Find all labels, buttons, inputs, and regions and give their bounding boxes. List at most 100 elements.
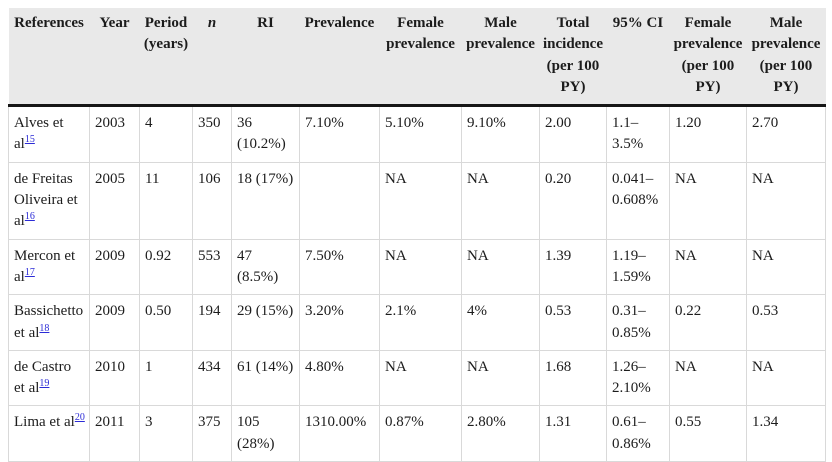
cell-ri: 47 (8.5%) [231, 238, 300, 296]
cell-reference: Lima et al20 [8, 405, 90, 462]
reference-superscript: 19 [39, 378, 49, 389]
col-header-period: Period (years) [139, 8, 193, 108]
table-row: Bassichetto et al18 2009 0.50 194 29 (15… [8, 294, 826, 351]
cell-female-prevalence-py: 1.20 [669, 105, 747, 163]
cell-total-incidence: 0.20 [539, 161, 607, 240]
cell-female-prevalence-py: NA [669, 161, 747, 240]
col-header-n: n [192, 8, 232, 108]
cell-male-prevalence: NA [461, 349, 540, 407]
cell-female-prevalence: NA [379, 238, 462, 296]
cell-95ci: 0.041–0.608% [606, 161, 670, 240]
col-header-ri: RI [231, 8, 300, 108]
cell-period: 4 [139, 105, 193, 163]
cell-prevalence: 4.80% [299, 349, 380, 407]
cell-male-prevalence: 2.80% [461, 405, 540, 462]
cell-female-prevalence-py: NA [669, 349, 747, 407]
reference-link[interactable]: 15 [24, 134, 35, 146]
reference-link[interactable]: 17 [24, 266, 35, 278]
cell-period: 1 [139, 349, 193, 407]
reference-text: Lima et al [14, 414, 75, 431]
table-row: Alves et al15 2003 4 350 36 (10.2%) 7.10… [8, 105, 826, 163]
reference-text: Bassichetto et al [14, 303, 84, 341]
table-header: References Year Period (years) n RI Prev… [8, 8, 826, 108]
reference-text: de Castro et al [14, 358, 72, 397]
table-row: de Castro et al19 2010 1 434 61 (14%) 4.… [8, 349, 826, 407]
col-header-male-prevalence: Male prevalence [461, 8, 540, 108]
cell-reference: Mercon et al17 [8, 238, 90, 296]
cell-95ci: 1.26–2.10% [606, 349, 670, 407]
col-header-total-incidence: Total incidence (per 100 PY) [539, 8, 607, 108]
cell-n: 350 [192, 105, 232, 163]
cell-period: 0.50 [139, 294, 193, 351]
cell-male-prevalence: 4% [461, 294, 540, 351]
cell-prevalence [299, 161, 380, 240]
cell-male-prevalence-py: NA [746, 161, 826, 240]
col-header-year: Year [89, 8, 140, 108]
reference-link[interactable]: 16 [24, 211, 35, 223]
cell-male-prevalence: NA [461, 161, 540, 240]
cell-male-prevalence: NA [461, 238, 540, 296]
cell-95ci: 1.19–1.59% [606, 238, 670, 296]
cell-period: 0.92 [139, 238, 193, 296]
col-header-prevalence: Prevalence [299, 8, 380, 108]
cell-female-prevalence-py: 0.22 [669, 294, 747, 351]
cell-prevalence: 7.50% [299, 238, 380, 296]
reference-superscript: 17 [25, 267, 35, 278]
reference-text: Alves et al [14, 115, 64, 153]
reference-link[interactable]: 19 [39, 378, 50, 390]
cell-95ci: 0.31–0.85% [606, 294, 670, 351]
col-header-male-prevalence-py: Male prevalence (per 100 PY) [746, 8, 826, 108]
cell-ri: 29 (15%) [231, 294, 300, 351]
cell-male-prevalence-py: 1.34 [746, 405, 826, 462]
cell-female-prevalence: 2.1% [379, 294, 462, 351]
table-body: Alves et al15 2003 4 350 36 (10.2%) 7.10… [8, 105, 826, 462]
reference-text: Mercon et al [14, 247, 76, 285]
cell-total-incidence: 1.68 [539, 349, 607, 407]
col-header-references: References [8, 8, 90, 108]
cell-ri: 61 (14%) [231, 349, 300, 407]
cell-year: 2003 [89, 105, 140, 163]
reference-link[interactable]: 18 [39, 322, 50, 334]
reference-superscript: 18 [39, 323, 49, 334]
header-row: References Year Period (years) n RI Prev… [8, 8, 826, 108]
cell-female-prevalence: 5.10% [379, 105, 462, 163]
cell-year: 2005 [89, 161, 140, 240]
cell-prevalence: 1310.00% [299, 405, 380, 462]
reference-link[interactable]: 20 [74, 412, 85, 424]
cell-female-prevalence: NA [379, 349, 462, 407]
cell-95ci: 1.1–3.5% [606, 105, 670, 163]
col-header-95ci: 95% CI [606, 8, 670, 108]
cell-reference: de Freitas Oliveira et al16 [8, 161, 90, 240]
cell-year: 2009 [89, 294, 140, 351]
cell-reference: Alves et al15 [8, 105, 90, 163]
table-row: Mercon et al17 2009 0.92 553 47 (8.5%) 7… [8, 238, 826, 296]
cell-reference: de Castro et al19 [8, 349, 90, 407]
cell-ri: 36 (10.2%) [231, 105, 300, 163]
cell-95ci: 0.61–0.86% [606, 405, 670, 462]
study-table-container: References Year Period (years) n RI Prev… [8, 8, 826, 462]
cell-prevalence: 7.10% [299, 105, 380, 163]
cell-reference: Bassichetto et al18 [8, 294, 90, 351]
cell-n: 553 [192, 238, 232, 296]
cell-period: 11 [139, 161, 193, 240]
cell-female-prevalence: 0.87% [379, 405, 462, 462]
prevalence-incidence-table: References Year Period (years) n RI Prev… [8, 8, 826, 462]
cell-total-incidence: 2.00 [539, 105, 607, 163]
cell-n: 375 [192, 405, 232, 462]
cell-male-prevalence-py: NA [746, 238, 826, 296]
cell-female-prevalence-py: NA [669, 238, 747, 296]
table-row: de Freitas Oliveira et al16 2005 11 106 … [8, 161, 826, 240]
cell-year: 2009 [89, 238, 140, 296]
col-header-female-prevalence: Female prevalence [379, 8, 462, 108]
reference-text: de Freitas Oliveira et al [14, 170, 78, 230]
cell-male-prevalence-py: 0.53 [746, 294, 826, 351]
cell-total-incidence: 1.39 [539, 238, 607, 296]
cell-n: 194 [192, 294, 232, 351]
cell-year: 2010 [89, 349, 140, 407]
cell-n: 106 [192, 161, 232, 240]
cell-prevalence: 3.20% [299, 294, 380, 351]
cell-female-prevalence-py: 0.55 [669, 405, 747, 462]
cell-total-incidence: 0.53 [539, 294, 607, 351]
cell-male-prevalence-py: 2.70 [746, 105, 826, 163]
cell-female-prevalence: NA [379, 161, 462, 240]
